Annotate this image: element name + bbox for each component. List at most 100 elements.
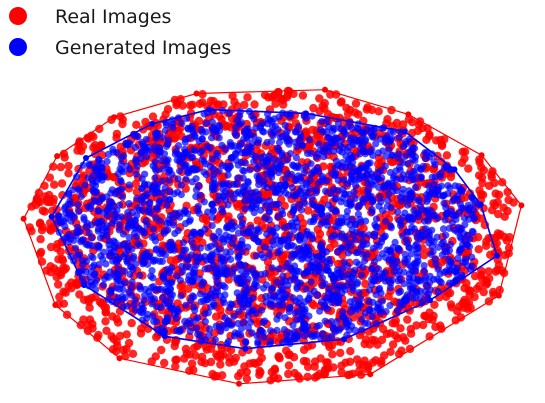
point-generated <box>293 333 301 341</box>
point-generated <box>395 150 403 158</box>
point-generated <box>204 309 212 317</box>
point-generated <box>196 275 204 283</box>
point-generated <box>87 278 95 286</box>
point-generated <box>346 221 354 229</box>
point-generated <box>274 249 282 257</box>
point-generated <box>289 294 297 302</box>
point-generated <box>302 285 310 293</box>
point-real <box>343 370 353 380</box>
legend-marker-generated <box>9 38 27 56</box>
point-generated <box>82 268 90 276</box>
point-generated <box>296 294 304 302</box>
point-generated <box>183 114 191 122</box>
point-real <box>277 94 286 104</box>
point-real <box>361 335 371 344</box>
point-generated <box>131 143 140 152</box>
point-generated <box>82 223 90 231</box>
point-real <box>485 181 494 190</box>
point-generated <box>272 293 280 301</box>
point-generated <box>332 223 340 231</box>
point-generated <box>354 248 362 256</box>
point-generated <box>74 201 82 209</box>
point-generated <box>244 185 252 193</box>
point-generated <box>434 191 442 199</box>
point-generated <box>191 133 199 141</box>
point-generated <box>239 272 247 281</box>
point-real <box>266 376 275 385</box>
point-generated <box>363 240 371 248</box>
point-generated <box>246 166 254 174</box>
point-generated <box>144 207 152 216</box>
point-generated <box>411 153 420 161</box>
point-real <box>491 267 500 276</box>
point-generated <box>176 276 184 284</box>
point-generated <box>431 161 439 169</box>
point-generated <box>92 197 100 205</box>
point-generated <box>99 281 107 289</box>
point-generated <box>364 319 372 328</box>
point-real <box>481 241 491 250</box>
point-generated <box>342 152 350 160</box>
point-generated <box>123 257 131 265</box>
point-generated <box>191 306 199 314</box>
point-generated <box>177 253 185 262</box>
point-real <box>464 164 473 173</box>
point-real <box>189 343 199 353</box>
legend-label-generated: Generated Images <box>55 37 231 59</box>
point-generated <box>372 140 380 148</box>
point-generated <box>206 162 214 170</box>
point-generated <box>381 269 389 277</box>
point-generated <box>234 319 242 328</box>
point-generated <box>365 297 373 306</box>
point-generated <box>430 275 438 284</box>
point-real <box>328 350 337 359</box>
point-generated <box>98 220 106 228</box>
point-generated <box>158 189 166 197</box>
point-generated <box>394 271 402 279</box>
point-real <box>157 345 166 355</box>
point-generated <box>376 274 384 283</box>
point-real <box>95 297 105 306</box>
point-generated <box>278 207 286 215</box>
point-generated <box>333 135 342 143</box>
point-generated <box>314 179 322 187</box>
point-generated <box>352 182 360 190</box>
point-real <box>485 274 494 283</box>
point-generated <box>255 191 263 199</box>
point-generated <box>229 234 237 242</box>
point-generated <box>257 154 265 162</box>
point-generated <box>293 285 301 293</box>
point-real <box>242 374 252 383</box>
hull-vertex-real <box>54 153 61 160</box>
point-real <box>362 105 371 114</box>
point-generated <box>193 257 201 265</box>
point-real <box>206 96 216 106</box>
point-generated <box>346 201 354 209</box>
point-generated <box>100 173 108 181</box>
point-real <box>425 332 434 341</box>
point-generated <box>87 252 95 260</box>
point-generated <box>383 246 391 254</box>
point-generated <box>186 327 194 335</box>
point-generated <box>102 260 110 268</box>
point-generated <box>116 201 124 209</box>
point-real <box>240 100 249 110</box>
point-generated <box>123 162 131 170</box>
point-generated <box>357 243 365 251</box>
point-generated <box>320 153 328 161</box>
point-generated <box>428 226 436 234</box>
point-generated <box>399 159 407 167</box>
point-generated <box>407 250 416 258</box>
point-real <box>477 266 486 276</box>
point-real <box>374 107 383 116</box>
point-real <box>217 172 226 182</box>
point-generated <box>368 208 376 216</box>
point-generated <box>460 214 468 222</box>
point-generated <box>241 295 249 303</box>
point-generated <box>313 322 321 330</box>
point-generated <box>192 324 200 332</box>
point-generated <box>202 171 210 179</box>
point-generated <box>407 263 415 271</box>
point-generated <box>88 234 96 242</box>
point-real <box>394 349 404 359</box>
